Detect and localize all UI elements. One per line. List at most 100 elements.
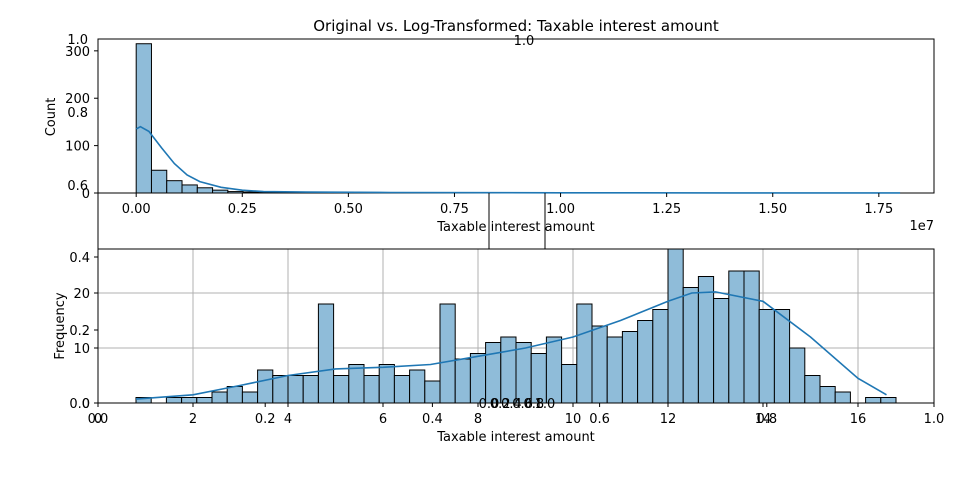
y-tick-label: 10 xyxy=(73,342,90,357)
x-offset-label: 1e7 xyxy=(909,219,934,234)
histogram-bar xyxy=(834,391,851,404)
overlay-axes-top: 1.0 0.8 0.6 1.0 xyxy=(67,33,546,249)
x-tick-label: 8 xyxy=(474,412,482,427)
x-tick-label: 0.75 xyxy=(440,202,469,217)
overlay-xtick-label: 1.0 xyxy=(514,34,535,49)
histogram-bar xyxy=(530,353,547,404)
y-tick-label: 20 xyxy=(73,287,90,302)
overlay-ytick-label: 0.0 xyxy=(69,397,90,412)
histogram-bar xyxy=(196,187,214,194)
overlay-axes-bottom: 0.00.20.40.0 0.2 0.4 0.6 0.8 1.00.00.20.40.60… xyxy=(69,251,944,427)
histogram-bar xyxy=(409,369,426,404)
x-tick-label: 1.50 xyxy=(758,202,787,217)
overlay-xtick-label: 1.0 xyxy=(535,397,556,412)
histogram-bar xyxy=(637,320,654,404)
top-y-label: Count xyxy=(44,98,59,137)
histogram-bar xyxy=(378,364,395,404)
overlay-xtick-label: 0.2 xyxy=(255,412,276,427)
histogram-bar xyxy=(500,336,517,404)
histogram-bar xyxy=(652,309,669,404)
overlay-ytick-label: 0.4 xyxy=(69,251,90,266)
histogram-bar xyxy=(743,270,760,404)
histogram-bar xyxy=(697,276,715,404)
histogram-bar xyxy=(257,369,274,404)
histogram-bar xyxy=(454,358,471,404)
top-x-ticks: 0.00 0.25 0.50 0.75 1.00 1.25 1.50 1.75 xyxy=(122,193,893,217)
histogram-bar xyxy=(865,397,882,404)
histogram-bar xyxy=(272,375,289,404)
y-tick-label: 200 xyxy=(65,92,90,107)
histogram-bar xyxy=(317,303,335,404)
histogram-bar xyxy=(181,184,198,194)
x-tick-label: 16 xyxy=(850,412,867,427)
overlay-xtick-label: 0.0 xyxy=(479,397,500,412)
histogram-bar xyxy=(789,347,806,404)
histogram-bar xyxy=(166,180,183,194)
histogram-bar xyxy=(348,364,365,404)
x-tick-label: 4 xyxy=(284,412,292,427)
overlay-xtick-label: 0.6 xyxy=(589,412,610,427)
histogram-bar xyxy=(682,287,699,404)
bottom-histogram xyxy=(135,248,897,404)
bottom-x-label: Taxable interest amount xyxy=(436,430,595,445)
figure-title: Original vs. Log-Transformed: Taxable in… xyxy=(313,17,719,35)
histogram-bar xyxy=(773,309,791,404)
overlay-xtick-label: 0.0 xyxy=(88,412,109,427)
kde-line xyxy=(135,125,901,194)
histogram-bar xyxy=(196,397,213,404)
x-tick-label: 1.75 xyxy=(864,202,893,217)
histogram-bar xyxy=(135,43,152,194)
top-histogram xyxy=(135,43,336,194)
overlay-xtick-label: 0.2 xyxy=(490,397,511,412)
x-tick-label: 0 xyxy=(94,412,102,427)
histogram-bar xyxy=(165,397,183,404)
overlay-xtick-label: 1.0 xyxy=(924,412,945,427)
histogram-bar xyxy=(469,353,487,404)
overlay-xtick-label: 0.8 xyxy=(523,397,544,412)
histogram-bar xyxy=(212,189,229,194)
top-kde-curve xyxy=(135,125,901,194)
bottom-y-label: Frequency xyxy=(53,292,68,359)
histogram-bar xyxy=(302,375,319,404)
histogram-bar xyxy=(576,303,593,404)
overlay-ytick-label: 1.0 xyxy=(67,33,88,48)
histogram-bar xyxy=(181,397,198,404)
histogram-bar xyxy=(333,375,350,404)
histogram-bar xyxy=(621,331,639,404)
bottom-kde-curve xyxy=(135,291,887,400)
histogram-bar xyxy=(226,386,243,404)
y-tick-label: 0 xyxy=(82,397,90,412)
x-tick-label: 1.00 xyxy=(546,202,575,217)
top-y-ticks: 0 100 200 300 xyxy=(65,45,98,202)
overlay-xtick-label: 0.8 xyxy=(756,412,777,427)
histogram-bar xyxy=(393,375,411,404)
bottom-y-ticks: 0 10 20 xyxy=(73,287,98,412)
x-tick-label: 6 xyxy=(379,412,387,427)
histogram-bar xyxy=(135,397,152,404)
x-tick-label: 0.00 xyxy=(122,202,151,217)
y-tick-label: 0 xyxy=(82,187,90,202)
histogram-bar xyxy=(363,375,380,404)
histogram-bar xyxy=(424,380,441,404)
x-tick-label: 2 xyxy=(189,412,197,427)
histogram-bar xyxy=(880,397,897,404)
histogram-bar xyxy=(242,191,259,194)
histogram-bar xyxy=(485,342,502,404)
y-tick-label: 100 xyxy=(65,140,90,155)
histogram-bar xyxy=(819,386,836,404)
x-tick-label: 1.25 xyxy=(652,202,681,217)
histogram-bar xyxy=(758,309,775,404)
histogram-bar xyxy=(211,391,228,404)
overlay-ytick-label: 0.8 xyxy=(67,106,88,121)
overlay-xtick-label: 0.6 xyxy=(512,397,533,412)
overlay-ytick-label: 0.6 xyxy=(67,179,88,194)
histogram-bar xyxy=(561,364,578,404)
histogram-bar xyxy=(227,191,244,194)
histogram-bar xyxy=(515,342,532,404)
x-tick-label: 10 xyxy=(565,412,582,427)
overlay-xtick-label: 0.4 xyxy=(422,412,443,427)
bottom-x-ticks: 0 2 4 6 8 10 12 14 16 xyxy=(94,403,866,427)
histogram-bar xyxy=(804,375,821,404)
top-x-label: Taxable interest amount xyxy=(436,220,595,235)
